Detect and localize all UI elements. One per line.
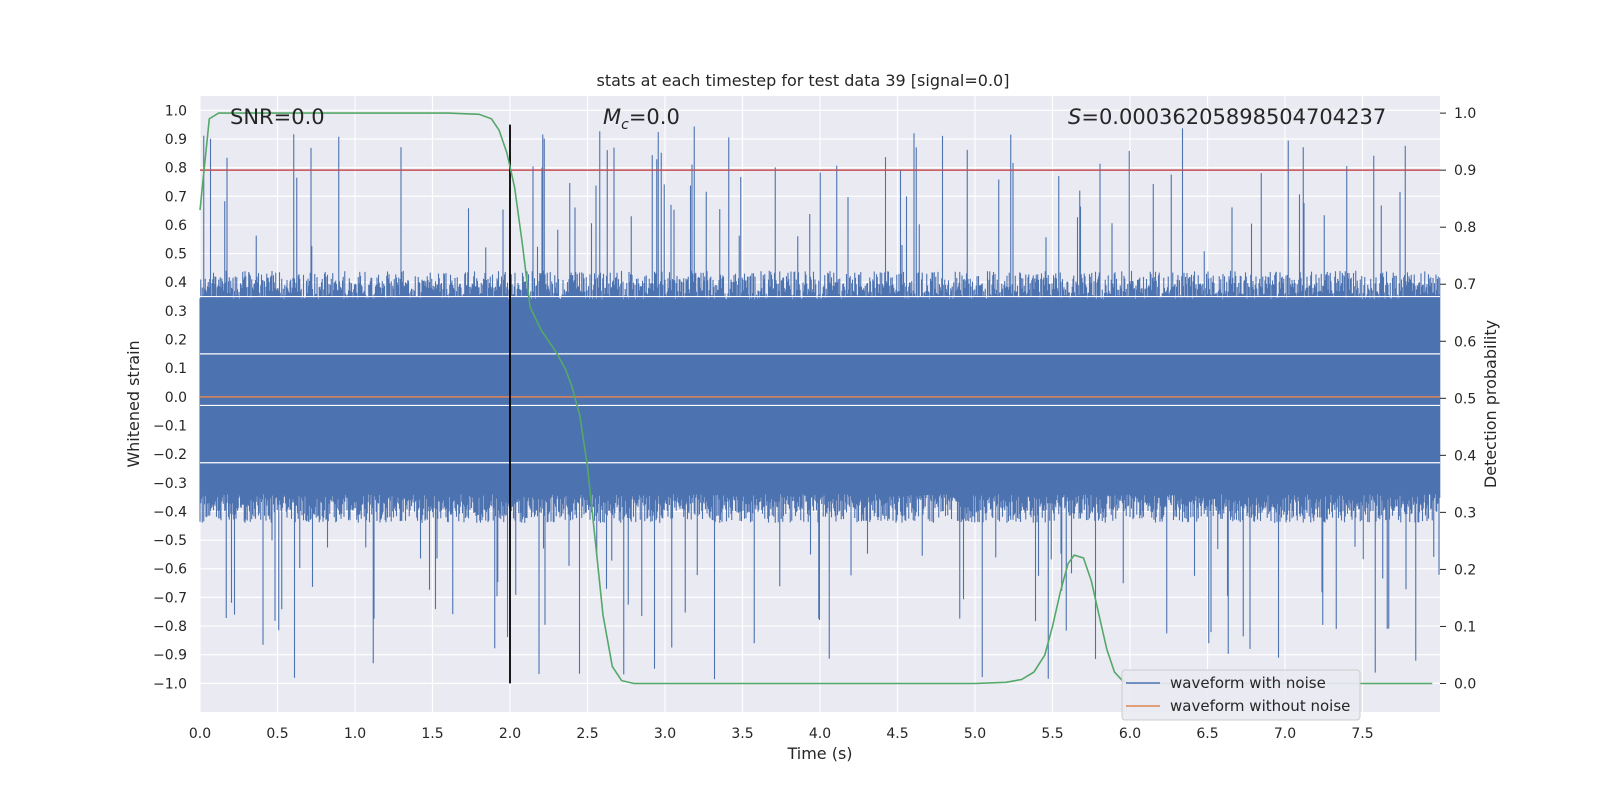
score-symbol: S: [1068, 105, 1081, 129]
right-y-tick-label: 0.3: [1454, 505, 1476, 521]
left-y-tick-label: −0.2: [153, 447, 187, 463]
x-tick-label: 4.5: [886, 726, 908, 742]
x-tick-label: 6.0: [1119, 726, 1141, 742]
x-tick-label: 2.0: [499, 726, 521, 742]
x-tick-label: 3.0: [654, 726, 676, 742]
left-y-tick-label: 0.9: [165, 132, 187, 148]
left-y-tick-label: −1.0: [153, 676, 187, 692]
left-y-tick-label: −0.3: [153, 476, 187, 492]
x-tick-label: 6.5: [1196, 726, 1218, 742]
right-y-tick-label: 1.0: [1454, 106, 1476, 122]
x-tick-label: 1.0: [344, 726, 366, 742]
left-y-tick-label: 0.0: [165, 390, 187, 406]
x-tick-label: 0.5: [266, 726, 288, 742]
right-y-tick-label: 0.9: [1454, 163, 1476, 179]
left-y-tick-label: 0.6: [165, 218, 187, 234]
left-y-tick-label: 1.0: [165, 103, 187, 119]
right-y-tick-label: 0.1: [1454, 619, 1476, 635]
left-y-tick-label: 0.3: [165, 304, 187, 320]
left-y-axis-label: Whitened strain: [124, 340, 143, 467]
score-value: =0.00036205898504704237: [1081, 105, 1386, 129]
left-y-tick-label: 0.1: [165, 361, 187, 377]
left-y-tick-label: −0.1: [153, 418, 187, 434]
x-tick-label: 7.0: [1274, 726, 1296, 742]
x-tick-label: 2.5: [576, 726, 598, 742]
right-y-tick-label: 0.2: [1454, 562, 1476, 578]
chirp-mass-value: =0.0: [629, 105, 680, 129]
chirp-mass-subscript: c: [621, 117, 629, 133]
score-annotation: S=0.00036205898504704237: [1068, 105, 1386, 129]
right-y-tick-label: 0.4: [1454, 448, 1476, 464]
left-y-tick-label: 0.2: [165, 333, 187, 349]
x-tick-label: 1.5: [421, 726, 443, 742]
right-y-axis-label: Detection probability: [1481, 320, 1500, 488]
left-y-tick-label: 0.5: [165, 247, 187, 263]
right-y-tick-label: 0.8: [1454, 220, 1476, 236]
chirp-mass-symbol: M: [603, 105, 621, 129]
overlay-lines: [199, 112, 1440, 685]
left-y-axis-ticks: 1.0 0.9 0.8 0.7 0.6 0.5 0.4 0.3 0.2 0.1 0.0 −0.1 −0.…: [153, 103, 187, 692]
left-y-tick-label: −0.8: [153, 619, 187, 635]
left-y-tick-label: −0.6: [153, 562, 187, 578]
x-tick-label: 5.0: [964, 726, 986, 742]
right-y-tick-label: 0.7: [1454, 277, 1476, 293]
right-y-axis-ticks: 1.0 0.9 0.8 0.7 0.6 0.5 0.4 0.3 0.2 0.1 0.0: [1440, 106, 1476, 692]
x-tick-label: 0.0: [189, 726, 211, 742]
right-y-tick-label: 0.6: [1454, 334, 1476, 350]
legend-label-clean: waveform without noise: [1170, 697, 1350, 715]
right-y-tick-label: 0.0: [1454, 676, 1476, 692]
x-tick-label: 7.5: [1351, 726, 1373, 742]
left-y-tick-label: −0.9: [153, 648, 187, 664]
chart-title: stats at each timestep for test data 39 …: [597, 71, 1010, 90]
x-axis-ticks: 0.0 0.5 1.0 1.5 2.0 2.5 3.0 3.5 4.0 4.5 5.0 5.5 6.0 6…: [189, 726, 1374, 742]
left-y-tick-label: 0.8: [165, 161, 187, 177]
left-y-tick-label: −0.4: [153, 504, 187, 520]
legend-box: [1121, 669, 1361, 721]
left-y-tick-label: 0.4: [165, 275, 187, 291]
legend-label-noise: waveform with noise: [1170, 674, 1326, 692]
legend: waveform with noise waveform without noi…: [1121, 669, 1361, 721]
x-tick-label: 3.5: [731, 726, 753, 742]
x-tick-label: 5.5: [1041, 726, 1063, 742]
left-y-tick-label: 0.7: [165, 189, 187, 205]
snr-annotation: SNR=0.0: [230, 105, 325, 129]
right-y-tick-label: 0.5: [1454, 391, 1476, 407]
detection-probability-line: [199, 112, 1433, 685]
left-y-tick-label: −0.7: [153, 590, 187, 606]
x-tick-label: 4.0: [809, 726, 831, 742]
left-y-tick-label: −0.5: [153, 533, 187, 549]
x-axis-label: Time (s): [786, 744, 852, 763]
chirp-mass-annotation: Mc=0.0: [603, 105, 680, 133]
